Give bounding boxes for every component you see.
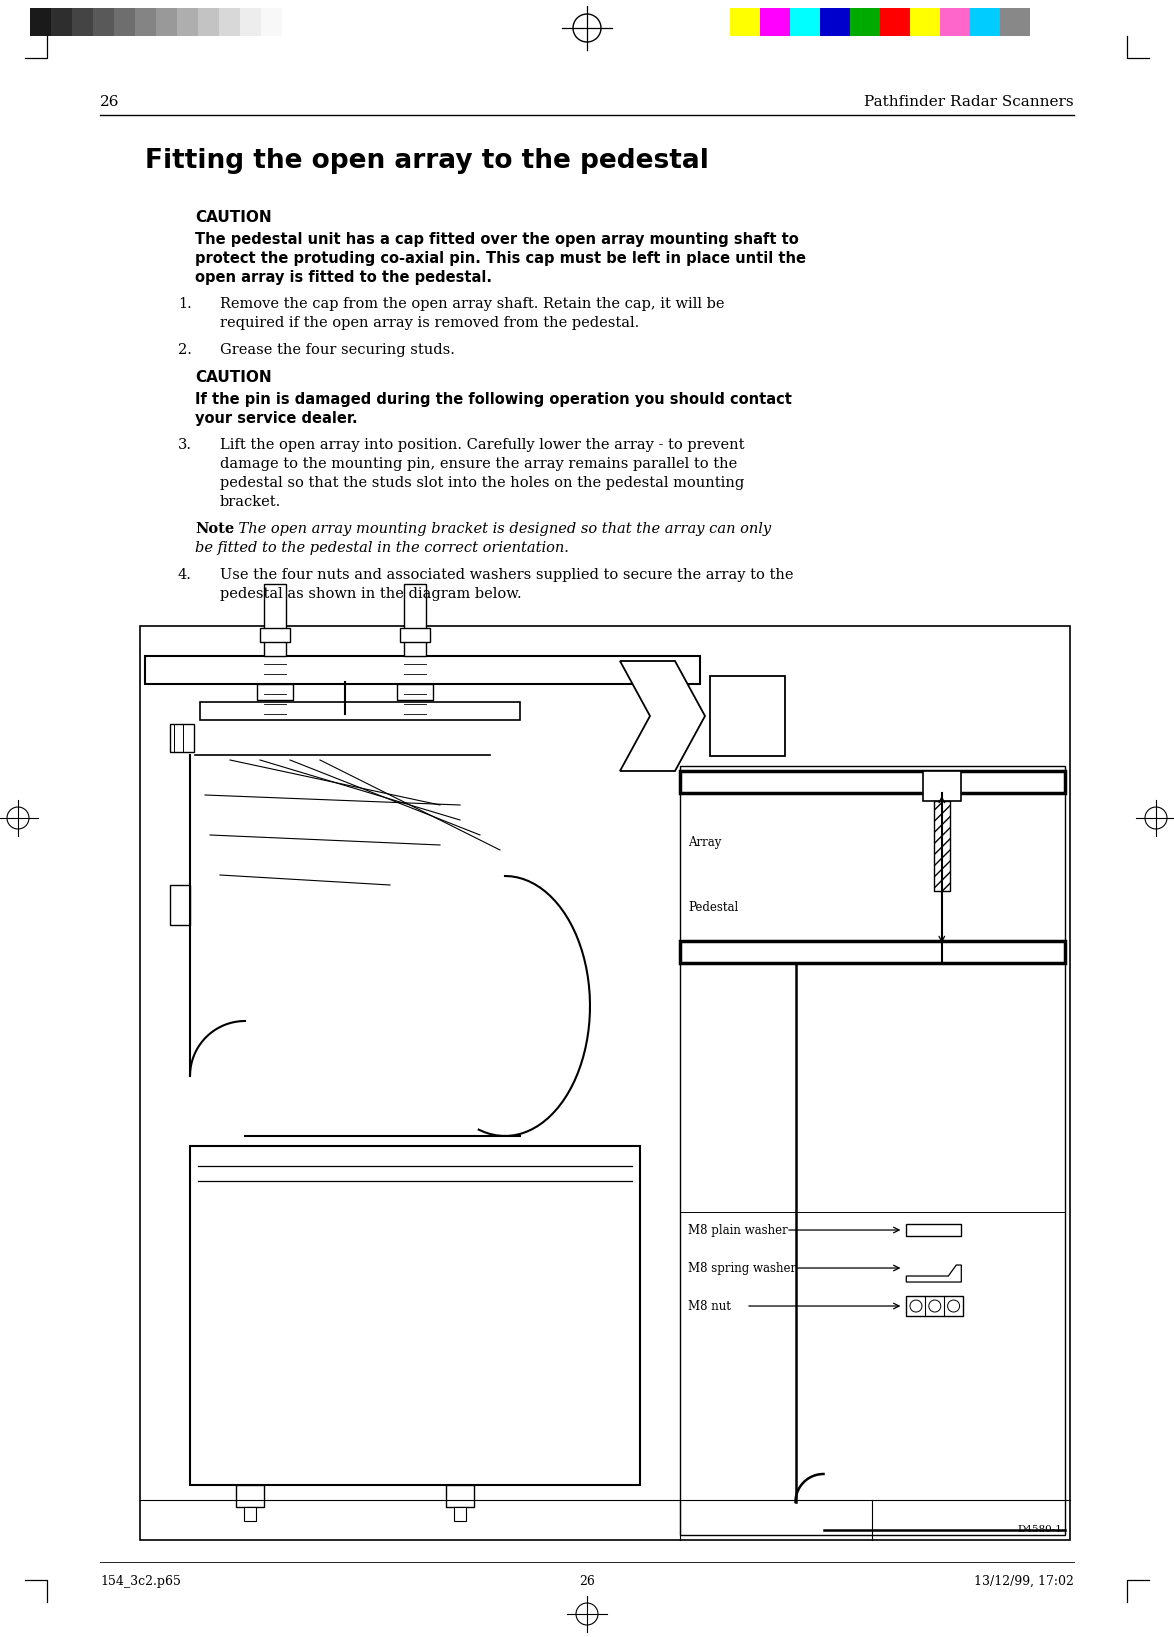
Text: Lift the open array into position. Carefully lower the array - to prevent: Lift the open array into position. Caref… bbox=[220, 439, 744, 452]
Polygon shape bbox=[906, 1265, 962, 1282]
Bar bbox=[933, 800, 950, 891]
Text: CAUTION: CAUTION bbox=[195, 210, 271, 224]
Bar bbox=[259, 629, 290, 642]
Text: 154_3c2.p65: 154_3c2.p65 bbox=[100, 1575, 181, 1588]
Text: If the pin is damaged during the following operation you should contact: If the pin is damaged during the followi… bbox=[195, 391, 792, 408]
Bar bbox=[970, 8, 1000, 36]
Bar bbox=[93, 8, 114, 36]
Bar bbox=[282, 8, 303, 36]
Bar bbox=[236, 1485, 264, 1508]
Bar bbox=[239, 8, 261, 36]
Text: open array is fitted to the pedestal.: open array is fitted to the pedestal. bbox=[195, 270, 492, 285]
Bar bbox=[680, 766, 1065, 1536]
Bar bbox=[760, 8, 790, 36]
Bar bbox=[257, 684, 294, 701]
Bar bbox=[1000, 8, 1030, 36]
Bar bbox=[50, 8, 72, 36]
Bar bbox=[200, 702, 520, 720]
Bar bbox=[404, 584, 426, 656]
Bar bbox=[850, 8, 880, 36]
Bar bbox=[264, 584, 286, 656]
Text: D4580-1: D4580-1 bbox=[1017, 1526, 1062, 1534]
Text: Fitting the open array to the pedestal: Fitting the open array to the pedestal bbox=[146, 147, 709, 174]
Bar bbox=[446, 1485, 474, 1508]
Text: Pedestal: Pedestal bbox=[688, 900, 738, 913]
Text: pedestal as shown in the diagram below.: pedestal as shown in the diagram below. bbox=[220, 588, 521, 601]
Bar bbox=[261, 8, 282, 36]
Text: Remove the cap from the open array shaft. Retain the cap, it will be: Remove the cap from the open array shaft… bbox=[220, 296, 724, 311]
Text: 4.: 4. bbox=[178, 568, 191, 583]
Bar bbox=[933, 800, 950, 891]
Text: your service dealer.: your service dealer. bbox=[195, 411, 358, 426]
Bar bbox=[923, 771, 960, 800]
Bar bbox=[910, 8, 940, 36]
Bar bbox=[156, 8, 177, 36]
Text: 1.: 1. bbox=[178, 296, 191, 311]
Bar bbox=[190, 1146, 640, 1485]
Bar bbox=[454, 1508, 466, 1521]
Bar bbox=[400, 629, 430, 642]
Text: Array: Array bbox=[688, 837, 721, 850]
Text: 13/12/99, 17:02: 13/12/99, 17:02 bbox=[974, 1575, 1074, 1588]
Text: damage to the mounting pin, ensure the array remains parallel to the: damage to the mounting pin, ensure the a… bbox=[220, 457, 737, 471]
Text: bracket.: bracket. bbox=[220, 494, 282, 509]
Text: The pedestal unit has a cap fitted over the open array mounting shaft to: The pedestal unit has a cap fitted over … bbox=[195, 232, 798, 247]
Bar bbox=[680, 771, 1065, 792]
Text: CAUTION: CAUTION bbox=[195, 370, 271, 385]
Text: Pathfinder Radar Scanners: Pathfinder Radar Scanners bbox=[864, 95, 1074, 110]
Bar bbox=[31, 8, 50, 36]
Bar bbox=[244, 1508, 256, 1521]
Bar bbox=[146, 656, 700, 684]
Bar bbox=[680, 941, 1065, 963]
Bar bbox=[140, 625, 1070, 1540]
Text: : The open array mounting bracket is designed so that the array can only: : The open array mounting bracket is des… bbox=[229, 522, 771, 535]
Text: Grease the four securing studs.: Grease the four securing studs. bbox=[220, 344, 454, 357]
Text: M8 spring washer: M8 spring washer bbox=[688, 1262, 796, 1275]
Bar bbox=[177, 8, 198, 36]
Text: pedestal so that the studs slot into the holes on the pedestal mounting: pedestal so that the studs slot into the… bbox=[220, 476, 744, 489]
Bar bbox=[906, 1224, 962, 1236]
Bar bbox=[940, 8, 970, 36]
Bar bbox=[135, 8, 156, 36]
Bar bbox=[220, 8, 239, 36]
Bar bbox=[880, 8, 910, 36]
Polygon shape bbox=[620, 661, 706, 771]
Bar bbox=[730, 8, 760, 36]
Text: M8 nut: M8 nut bbox=[688, 1300, 731, 1313]
Text: 3.: 3. bbox=[178, 439, 193, 452]
Bar bbox=[114, 8, 135, 36]
Text: Use the four nuts and associated washers supplied to secure the array to the: Use the four nuts and associated washers… bbox=[220, 568, 794, 583]
Text: M8 plain washer: M8 plain washer bbox=[688, 1223, 788, 1236]
Text: 26: 26 bbox=[100, 95, 120, 110]
Bar bbox=[170, 724, 194, 751]
Bar bbox=[397, 684, 433, 701]
Bar bbox=[170, 886, 190, 925]
Bar bbox=[72, 8, 93, 36]
Text: Note: Note bbox=[195, 522, 235, 535]
Bar bbox=[790, 8, 819, 36]
Text: required if the open array is removed from the pedestal.: required if the open array is removed fr… bbox=[220, 316, 640, 331]
Bar bbox=[906, 1297, 964, 1316]
Text: 26: 26 bbox=[579, 1575, 595, 1588]
Text: be fitted to the pedestal in the correct orientation.: be fitted to the pedestal in the correct… bbox=[195, 540, 569, 555]
Bar bbox=[198, 8, 220, 36]
Bar bbox=[819, 8, 850, 36]
Text: protect the protuding co-axial pin. This cap must be left in place until the: protect the protuding co-axial pin. This… bbox=[195, 250, 807, 265]
Bar bbox=[710, 676, 785, 756]
Text: 2.: 2. bbox=[178, 344, 191, 357]
